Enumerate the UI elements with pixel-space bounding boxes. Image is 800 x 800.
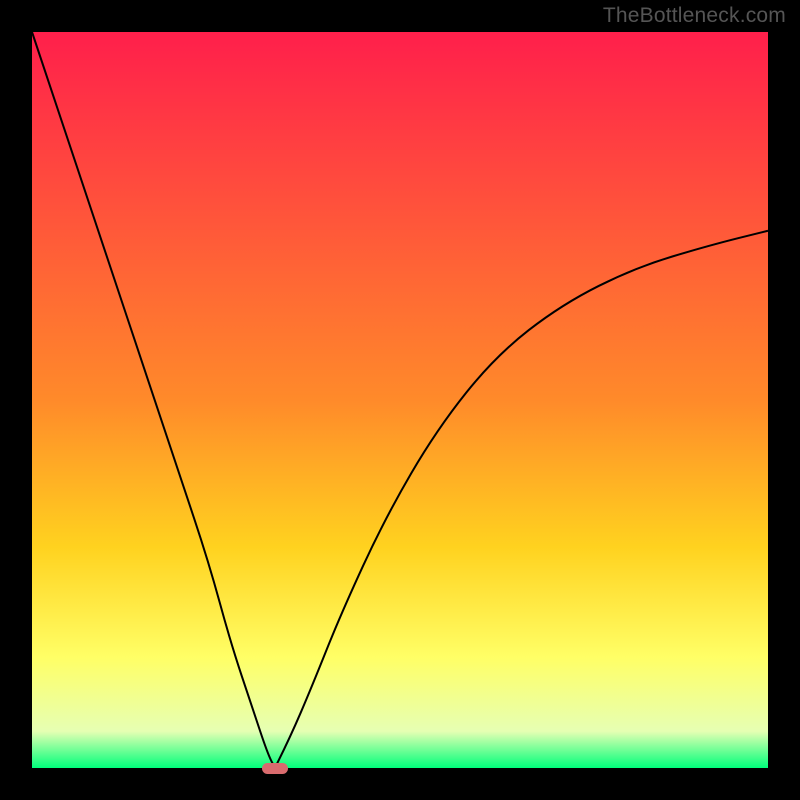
- minimum-marker: [262, 763, 288, 774]
- watermark-text: TheBottleneck.com: [603, 4, 786, 28]
- plot-gradient-area: [32, 32, 768, 768]
